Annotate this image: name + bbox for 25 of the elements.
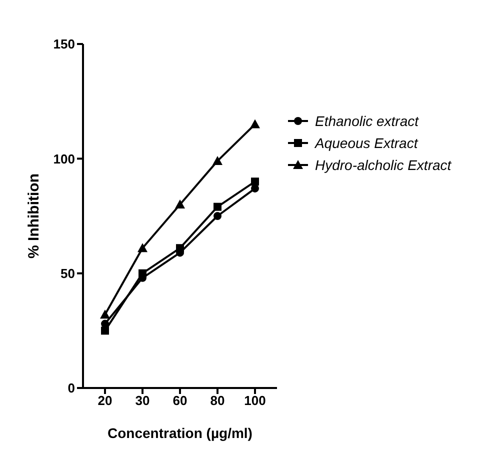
point <box>175 200 185 209</box>
x-tick-label: 80 <box>210 393 225 408</box>
point <box>100 310 110 319</box>
legend-label: Aqueous Extract <box>315 135 418 151</box>
point <box>138 269 146 278</box>
point <box>101 326 109 335</box>
y-axis-title: % Inhibition <box>25 174 42 258</box>
x-tick-label: 20 <box>98 393 112 408</box>
point <box>251 178 259 186</box>
legend-label: Hydro-alcholic Extract <box>315 157 452 173</box>
point <box>138 243 148 252</box>
point <box>214 202 222 211</box>
x-tick-label: 30 <box>135 393 150 408</box>
y-tick-label: 50 <box>60 266 75 281</box>
x-tick-label: 60 <box>172 393 188 408</box>
x-tick-label: 100 <box>244 393 266 408</box>
point <box>250 119 260 128</box>
y-tick-label: 150 <box>53 36 75 52</box>
point <box>212 156 222 165</box>
point <box>176 244 184 252</box>
y-tick-label: 100 <box>53 151 75 166</box>
y-tick-label: 0 <box>68 380 75 396</box>
x-axis-title: Concentration (µg/ml) <box>108 425 252 441</box>
legend-label: Ethanolic extract <box>315 113 418 129</box>
point <box>214 212 222 220</box>
